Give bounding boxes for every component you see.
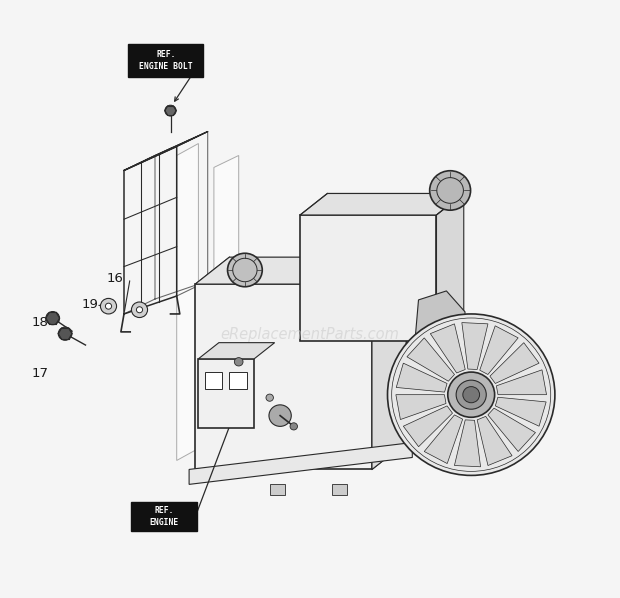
Polygon shape <box>462 322 488 370</box>
Polygon shape <box>407 338 454 381</box>
Bar <box>270 484 285 495</box>
Circle shape <box>290 423 298 430</box>
FancyBboxPatch shape <box>131 502 197 531</box>
Circle shape <box>58 327 72 340</box>
Circle shape <box>463 386 480 403</box>
Polygon shape <box>198 343 275 359</box>
FancyBboxPatch shape <box>128 44 203 77</box>
Polygon shape <box>300 194 464 215</box>
Polygon shape <box>430 324 465 373</box>
Polygon shape <box>372 257 406 469</box>
Circle shape <box>100 298 117 314</box>
Circle shape <box>388 314 555 475</box>
Bar <box>229 372 247 389</box>
Circle shape <box>420 330 460 368</box>
Circle shape <box>269 405 291 426</box>
Polygon shape <box>300 215 436 340</box>
Polygon shape <box>396 395 446 420</box>
Text: 17: 17 <box>32 367 49 380</box>
Polygon shape <box>424 415 463 463</box>
Circle shape <box>234 358 243 366</box>
Text: 16: 16 <box>106 271 123 285</box>
Circle shape <box>448 372 495 417</box>
Circle shape <box>228 254 262 287</box>
Circle shape <box>165 105 176 116</box>
Polygon shape <box>412 291 465 414</box>
Text: 18: 18 <box>32 316 49 329</box>
Polygon shape <box>436 194 464 340</box>
Polygon shape <box>490 343 539 383</box>
Polygon shape <box>480 326 518 374</box>
Polygon shape <box>189 443 412 484</box>
Circle shape <box>131 302 148 318</box>
Text: eReplacementParts.com: eReplacementParts.com <box>221 327 399 343</box>
Circle shape <box>105 303 112 309</box>
Circle shape <box>46 312 60 325</box>
Polygon shape <box>396 363 447 392</box>
Polygon shape <box>198 359 254 428</box>
Polygon shape <box>195 284 372 469</box>
Bar <box>205 372 222 389</box>
Polygon shape <box>195 257 406 284</box>
Polygon shape <box>495 397 546 426</box>
Circle shape <box>136 307 143 313</box>
Polygon shape <box>177 144 198 460</box>
Circle shape <box>266 394 273 401</box>
Circle shape <box>412 367 423 379</box>
Polygon shape <box>404 406 453 447</box>
Text: REF.
ENGINE: REF. ENGINE <box>149 507 179 527</box>
Polygon shape <box>477 416 512 465</box>
Bar <box>332 484 347 495</box>
Circle shape <box>456 380 486 409</box>
Polygon shape <box>488 408 536 451</box>
Circle shape <box>430 171 471 210</box>
Text: REF.
ENGINE BOLT: REF. ENGINE BOLT <box>139 50 193 71</box>
Polygon shape <box>454 420 480 467</box>
Polygon shape <box>214 155 239 454</box>
Text: 19: 19 <box>81 298 99 312</box>
Polygon shape <box>497 370 547 395</box>
